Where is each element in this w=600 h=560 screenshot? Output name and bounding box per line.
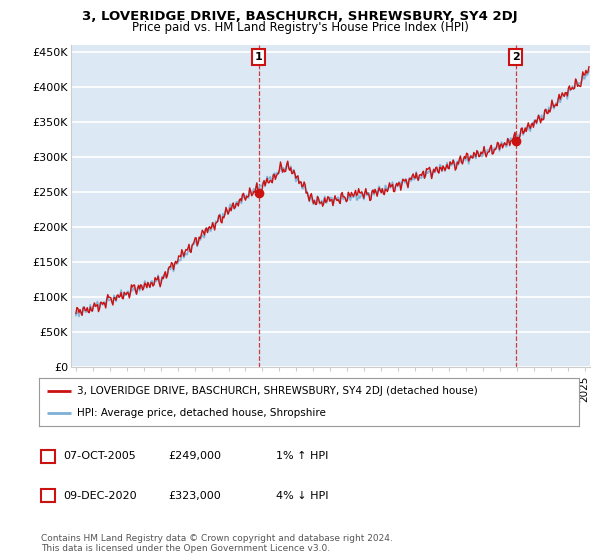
Text: Contains HM Land Registry data © Crown copyright and database right 2024.
This d: Contains HM Land Registry data © Crown c…: [41, 534, 392, 553]
Text: 2: 2: [44, 491, 52, 501]
Text: 3, LOVERIDGE DRIVE, BASCHURCH, SHREWSBURY, SY4 2DJ: 3, LOVERIDGE DRIVE, BASCHURCH, SHREWSBUR…: [82, 10, 518, 23]
Text: 07-OCT-2005: 07-OCT-2005: [63, 451, 136, 461]
Text: 1% ↑ HPI: 1% ↑ HPI: [276, 451, 328, 461]
Text: £249,000: £249,000: [168, 451, 221, 461]
Text: HPI: Average price, detached house, Shropshire: HPI: Average price, detached house, Shro…: [77, 408, 326, 418]
Text: 1: 1: [254, 52, 262, 62]
Text: 4% ↓ HPI: 4% ↓ HPI: [276, 491, 329, 501]
Text: 1: 1: [44, 451, 52, 461]
Text: £323,000: £323,000: [168, 491, 221, 501]
Text: 09-DEC-2020: 09-DEC-2020: [63, 491, 137, 501]
Text: 3, LOVERIDGE DRIVE, BASCHURCH, SHREWSBURY, SY4 2DJ (detached house): 3, LOVERIDGE DRIVE, BASCHURCH, SHREWSBUR…: [77, 386, 478, 396]
Text: 2: 2: [512, 52, 520, 62]
Text: Price paid vs. HM Land Registry's House Price Index (HPI): Price paid vs. HM Land Registry's House …: [131, 21, 469, 34]
